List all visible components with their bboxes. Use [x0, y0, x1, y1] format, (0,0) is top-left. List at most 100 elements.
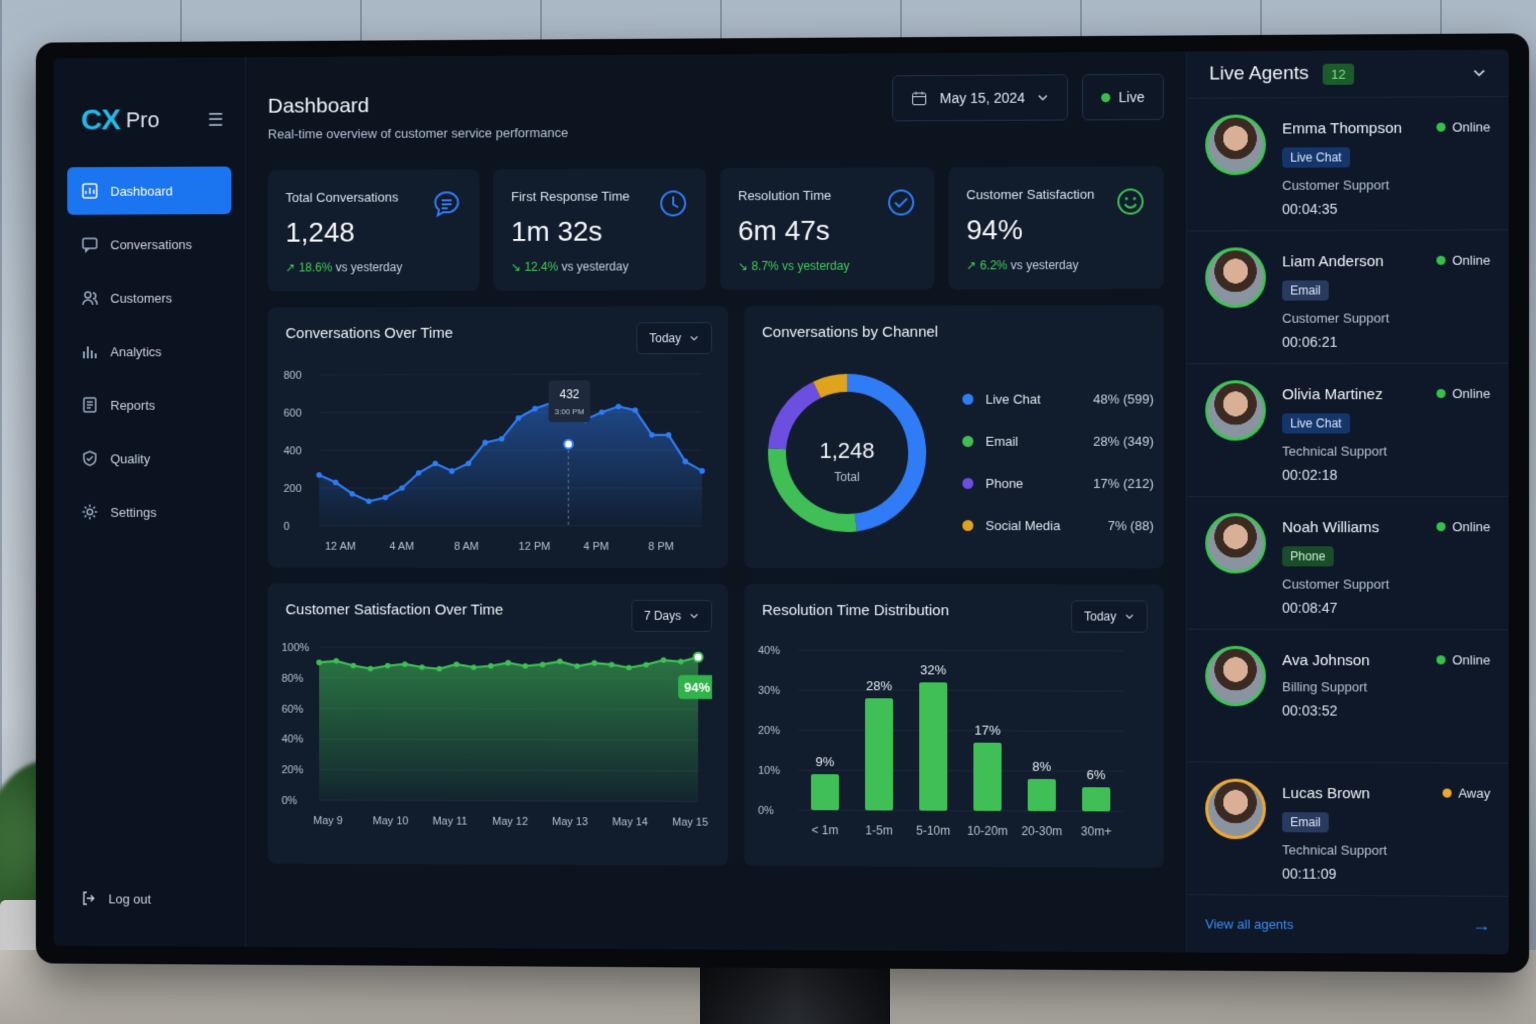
bar[interactable] — [865, 698, 893, 810]
agent-department: Customer Support — [1282, 576, 1389, 591]
legend-item: Live Chat 48% (599) — [962, 377, 1153, 419]
legend-swatch — [962, 435, 973, 446]
legend-swatch — [962, 393, 973, 404]
report-icon — [81, 396, 99, 414]
bar[interactable] — [1082, 787, 1110, 811]
data-point — [436, 666, 442, 672]
status-label: Online — [1452, 652, 1490, 667]
topbar: Dashboard Real-time overview of customer… — [268, 74, 1164, 159]
kpi-value: 1m 32s — [511, 215, 688, 248]
sidebar-item-settings[interactable]: Settings — [67, 488, 231, 536]
sidebar-item-analytics[interactable]: Analytics — [67, 327, 231, 375]
legend-label: Live Chat — [985, 391, 1040, 406]
kpi-value: 6m 47s — [738, 214, 916, 247]
gridline — [798, 730, 1123, 731]
sidebar-item-quality[interactable]: Quality — [67, 435, 231, 483]
sidebar-item-reports[interactable]: Reports — [67, 381, 231, 429]
donut-total-label: Total — [762, 470, 932, 484]
agents-header: Live Agents 12 — [1187, 50, 1509, 99]
y-tick-label: 400 — [284, 445, 302, 457]
resolution-filter-select[interactable]: Today — [1071, 600, 1148, 632]
data-point — [574, 663, 580, 669]
agent-department: Technical Support — [1282, 444, 1387, 459]
gridline — [798, 810, 1123, 811]
sidebar-item-dashboard[interactable]: Dashboard — [67, 166, 231, 214]
conversations-over-time-panel: Conversations Over Time Today 800 600 400 2… — [268, 306, 728, 568]
x-tick-label: 30m+ — [1081, 824, 1112, 838]
sidebar-item-label: Conversations — [110, 237, 192, 252]
donut-slice-social-media[interactable] — [817, 383, 847, 390]
shield-check-icon — [81, 449, 99, 467]
calendar-icon — [912, 90, 928, 106]
agent-card[interactable]: Noah Williams Phone Customer Support 00:… — [1187, 497, 1509, 630]
y-tick-label: 10% — [758, 765, 780, 777]
channel-legend: Live Chat 48% (599) Email 28% (349) Phone 17%… — [962, 377, 1153, 546]
kpi-card-resolution-time: Resolution Time 6m 47s ↘ 8.7% vs yesterd… — [720, 167, 934, 290]
agent-card[interactable]: Lucas Brown Email Technical Support 00:1… — [1187, 762, 1509, 896]
data-point — [416, 470, 422, 476]
data-point — [419, 664, 425, 670]
y-tick-label: 600 — [284, 408, 302, 420]
agent-session-time: 00:06:21 — [1282, 334, 1389, 350]
data-point — [694, 653, 703, 662]
select-value: 7 Days — [644, 609, 681, 623]
x-tick-label: May 13 — [552, 816, 588, 828]
data-point — [454, 661, 460, 667]
highlight-point[interactable] — [564, 440, 573, 449]
sidebar-item-label: Analytics — [110, 344, 161, 359]
bar-chart-icon — [81, 342, 99, 360]
range-filter-select[interactable]: 7 Days — [631, 600, 712, 632]
sidebar-item-label: Dashboard — [110, 183, 172, 198]
agent-card[interactable]: Olivia Martinez Live Chat Technical Supp… — [1187, 364, 1509, 497]
live-toggle[interactable]: Live — [1082, 74, 1163, 121]
sidebar: CX Pro ☰ Dashboard Conversations Customers… — [54, 57, 247, 947]
chevron-down-icon — [689, 611, 699, 621]
legend-value: 17% (212) — [1093, 475, 1154, 490]
y-tick-label: 80% — [282, 673, 304, 685]
status-dot-icon — [1437, 389, 1446, 398]
bar[interactable] — [1028, 779, 1056, 811]
data-point — [592, 660, 598, 666]
bar[interactable] — [811, 774, 839, 810]
bar-value-label: 9% — [816, 754, 835, 769]
check-circle-icon — [886, 187, 916, 217]
menu-icon[interactable]: ☰ — [208, 109, 224, 130]
kpi-trend-suffix: vs yesterday — [562, 259, 629, 273]
agent-session-time: 00:02:18 — [1282, 467, 1387, 483]
status-label: Away — [1458, 786, 1490, 801]
kpi-trend: 6.2% — [980, 258, 1008, 272]
data-point — [666, 432, 672, 438]
sidebar-item-label: Customers — [110, 290, 172, 305]
logout-button[interactable]: Log out — [81, 890, 151, 906]
bar-value-label: 6% — [1087, 767, 1106, 782]
agent-card[interactable]: Liam Anderson Email Customer Support 00:… — [1187, 230, 1509, 364]
bar-value-label: 28% — [866, 678, 893, 693]
kpi-trend: 8.7% — [751, 259, 778, 273]
agent-department: Customer Support — [1282, 177, 1402, 193]
bar[interactable] — [973, 743, 1001, 811]
channel-tag: Live Chat — [1282, 147, 1350, 167]
smile-icon — [1115, 186, 1145, 216]
data-point — [366, 499, 372, 505]
bar[interactable] — [919, 682, 947, 810]
logout-label: Log out — [108, 891, 151, 906]
data-point — [661, 657, 667, 663]
x-tick-label: 12 PM — [519, 541, 551, 553]
area-fill — [319, 656, 698, 801]
y-tick-label: 60% — [282, 703, 304, 715]
agent-card[interactable]: Emma Thompson Live Chat Customer Support… — [1187, 97, 1509, 231]
view-all-agents-link[interactable]: View all agents → — [1187, 895, 1509, 954]
resolution-distribution-panel: Resolution Time Distribution Today 40% 30… — [744, 584, 1164, 868]
sidebar-item-customers[interactable]: Customers — [67, 274, 231, 322]
data-point — [699, 468, 705, 474]
sidebar-item-conversations[interactable]: Conversations — [67, 220, 231, 268]
channel-tag: Phone — [1282, 546, 1333, 566]
kpi-card-total-conversations: Total Conversations 1,248 ↗ 18.6% vs yes… — [268, 169, 480, 291]
date-picker[interactable]: May 15, 2024 — [893, 74, 1069, 121]
agent-card[interactable]: Ava Johnson Billing Support 00:03:52 Onl… — [1187, 630, 1509, 764]
conversations-area-chart: 800600400200012 AM 4 AM 8 AM 12 PM 4 PM 8 PM4… — [276, 350, 712, 560]
csat-over-time-panel: Customer Satisfaction Over Time 7 Days 1… — [268, 583, 728, 865]
y-tick-label: 30% — [758, 685, 780, 697]
chevron-down-icon[interactable] — [1472, 66, 1486, 80]
agent-session-time: 00:03:52 — [1282, 702, 1370, 718]
